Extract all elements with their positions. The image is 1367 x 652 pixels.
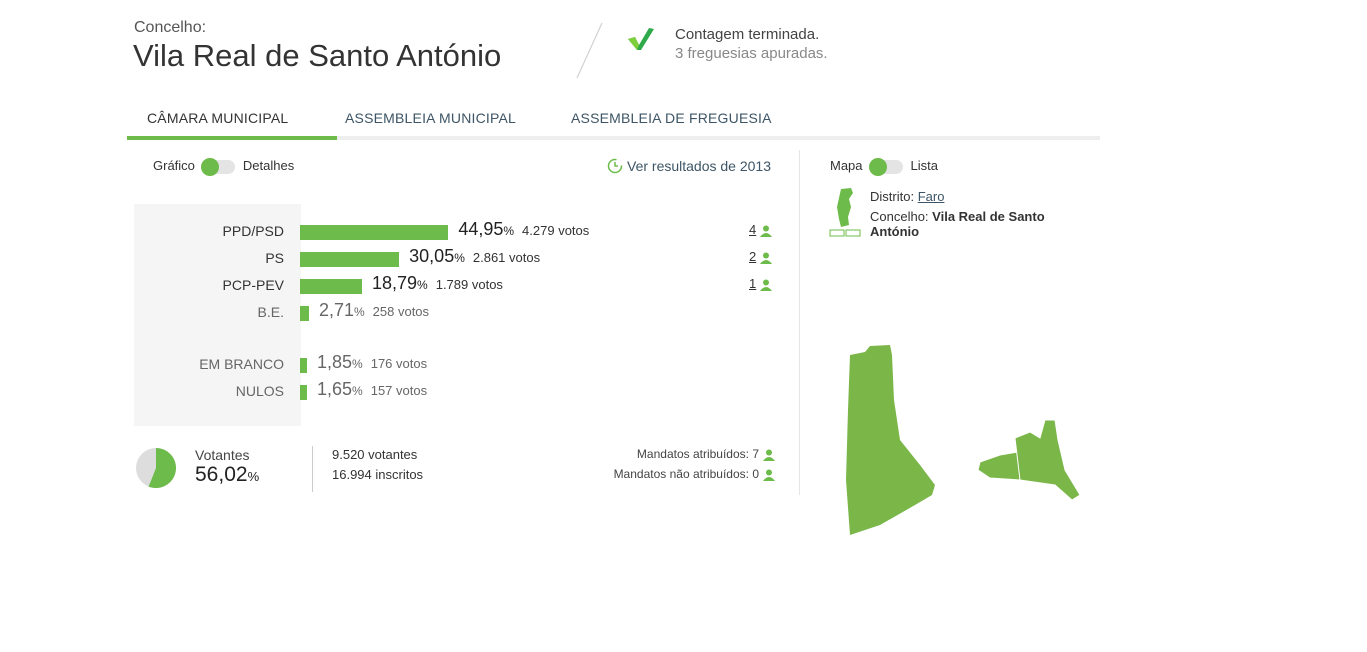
result-row: EM BRANCO 1,85% 176 votos (134, 352, 784, 375)
freguesia-1 (846, 345, 935, 535)
result-percent: 18,79% 1.789 votos (372, 273, 503, 293)
turnout-value: 56,02% (195, 463, 260, 486)
divider (576, 22, 603, 79)
result-bar (300, 306, 309, 321)
vote-count: 1.789 votos (435, 277, 503, 292)
history-icon (607, 158, 623, 174)
party-label-panel (134, 204, 301, 426)
result-row: NULOS 1,65% 157 votos (134, 379, 784, 402)
active-tab-indicator (127, 136, 337, 140)
map-toggle[interactable]: Mapa Lista (830, 157, 938, 176)
party-name: PCP-PEV (222, 277, 284, 293)
district-link[interactable]: Faro (917, 189, 945, 204)
result-bar (300, 225, 449, 240)
result-percent: 1,65% 157 votos (317, 379, 428, 399)
tab-camara-municipal[interactable]: CÂMARA MUNICIPAL (147, 110, 289, 126)
vote-count: 176 votos (370, 356, 428, 371)
result-percent: 30,05% 2.861 votos (409, 246, 541, 266)
status-title: Contagem terminada. (675, 26, 820, 43)
divider (312, 446, 313, 492)
person-icon (760, 225, 773, 237)
person-icon (760, 279, 773, 291)
header-label: Concelho: (134, 19, 207, 36)
result-bar (300, 385, 307, 400)
result-percent: 1,85% 176 votos (317, 352, 428, 372)
vote-count: 258 votos (372, 304, 430, 319)
turnout-pie (136, 448, 176, 488)
seats-link[interactable]: 4 (749, 222, 773, 237)
party-name: PS (265, 250, 284, 266)
district-info: Distrito: Faro (870, 189, 945, 204)
history-link[interactable]: Ver resultados de 2013 (607, 158, 771, 174)
result-row: PCP-PEV 18,79% 1.789 votos 1 (134, 273, 784, 296)
vote-count: 2.861 votos (472, 250, 541, 265)
party-name: PPD/PSD (222, 223, 284, 239)
seats-link[interactable]: 2 (749, 249, 773, 264)
freguesia-3 (1014, 419, 1081, 501)
registered-count: 16.994 inscritos (332, 467, 424, 482)
county-name: Vila Real de Santo António (870, 209, 1045, 239)
result-row: PS 30,05% 2.861 votos 2 (134, 246, 784, 269)
page-title: Vila Real de Santo António (133, 38, 502, 73)
party-name: EM BRANCO (199, 356, 284, 372)
checkmark-icon (628, 28, 654, 50)
county-map[interactable] (840, 340, 1090, 540)
history-link-label: Ver resultados de 2013 (627, 158, 771, 174)
toggle-label-lista: Lista (910, 158, 938, 173)
person-icon (763, 469, 775, 481)
mandates-unassigned: Mandatos não atribuídos: 0 (614, 467, 775, 481)
status-subtitle: 3 freguesias apuradas. (675, 45, 828, 62)
county-info: Concelho: Vila Real de Santo António (870, 209, 1045, 239)
toggle-label-detalhes: Detalhes (242, 158, 295, 173)
voters-count: 9.520 votantes (332, 447, 418, 462)
toggle-label-mapa: Mapa (830, 158, 863, 173)
view-switch[interactable] (200, 157, 235, 176)
result-row: PPD/PSD 44,95% 4.279 votos 4 (134, 219, 784, 242)
result-percent: 44,95% 4.279 votos (458, 219, 590, 239)
party-name: B.E. (257, 304, 284, 320)
map-switch[interactable] (868, 157, 903, 176)
vote-count: 157 votos (370, 383, 428, 398)
portugal-map-icon[interactable] (829, 187, 861, 239)
turnout-label: Votantes (195, 447, 250, 463)
party-name: NULOS (235, 383, 284, 399)
result-bar (300, 279, 362, 294)
result-bar (300, 358, 307, 373)
view-toggle[interactable]: Gráfico Detalhes (153, 157, 295, 176)
panel-divider (799, 150, 800, 495)
tab-assembleia-freguesia[interactable]: ASSEMBLEIA DE FREGUESIA (571, 110, 772, 126)
person-icon (763, 449, 775, 461)
result-row: B.E. 2,71% 258 votos (134, 300, 784, 323)
tab-assembleia-municipal[interactable]: ASSEMBLEIA MUNICIPAL (345, 110, 517, 126)
tab-bar: CÂMARA MUNICIPAL ASSEMBLEIA MUNICIPAL AS… (127, 100, 1100, 140)
freguesia-2 (977, 451, 1021, 481)
mandates-assigned: Mandatos atribuídos: 7 (637, 447, 775, 461)
person-icon (760, 252, 773, 264)
seats-link[interactable]: 1 (749, 276, 773, 291)
result-bar (300, 252, 400, 267)
vote-count: 4.279 votos (522, 223, 590, 238)
result-percent: 2,71% 258 votos (318, 300, 430, 320)
toggle-label-grafico: Gráfico (153, 158, 195, 173)
